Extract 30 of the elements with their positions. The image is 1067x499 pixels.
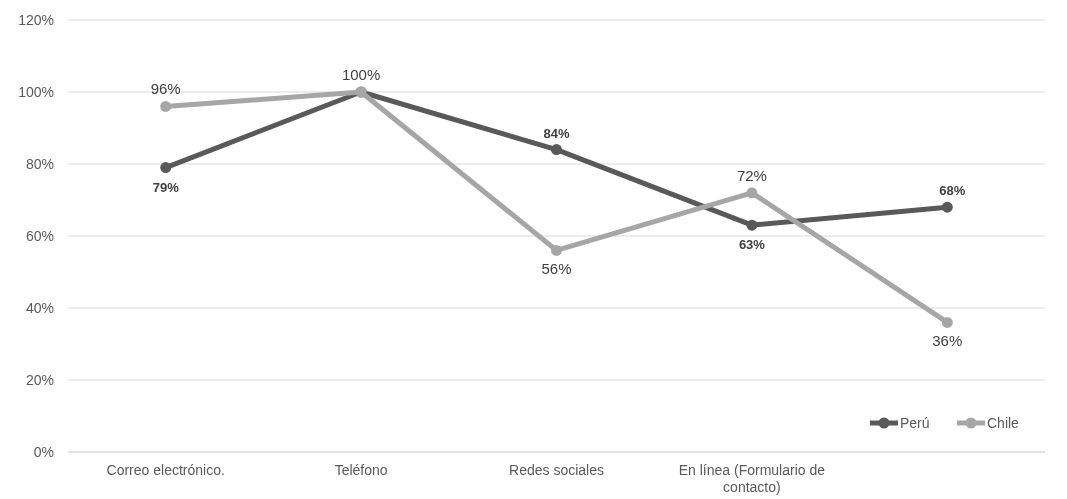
x-tick-label: Correo electrónico. xyxy=(106,462,225,478)
legend-label: Perú xyxy=(900,415,930,431)
legend-label: Chile xyxy=(987,415,1020,431)
y-tick-label: 20% xyxy=(25,372,54,388)
point xyxy=(551,244,562,256)
y-tick-label: 120% xyxy=(18,12,54,28)
point xyxy=(160,162,172,174)
point xyxy=(941,316,953,328)
x-tick-label: Redes sociales xyxy=(509,462,604,478)
y-tick-label: 100% xyxy=(18,84,54,100)
data-label: 100% xyxy=(341,66,381,83)
y-tick-label: 0% xyxy=(33,444,54,460)
data-label: 79% xyxy=(152,179,180,195)
data-label: 63% xyxy=(738,237,766,253)
data-label: 72% xyxy=(736,166,767,184)
y-tick-label: 40% xyxy=(25,300,54,316)
point xyxy=(551,144,562,156)
data-label: 84% xyxy=(543,125,570,141)
data-label: 56% xyxy=(541,260,572,278)
point xyxy=(160,100,172,112)
point xyxy=(746,187,758,199)
point xyxy=(746,219,758,231)
x-tick-label: En línea (Formulario de contacto) xyxy=(678,462,826,495)
data-label: 96% xyxy=(150,80,181,98)
y-tick-label: 80% xyxy=(25,156,54,172)
data-label: 36% xyxy=(932,332,963,350)
point xyxy=(941,201,953,213)
data-label: 68% xyxy=(939,183,966,199)
x-tick-label: Teléfono xyxy=(334,462,388,478)
y-tick-label: 60% xyxy=(25,228,54,244)
